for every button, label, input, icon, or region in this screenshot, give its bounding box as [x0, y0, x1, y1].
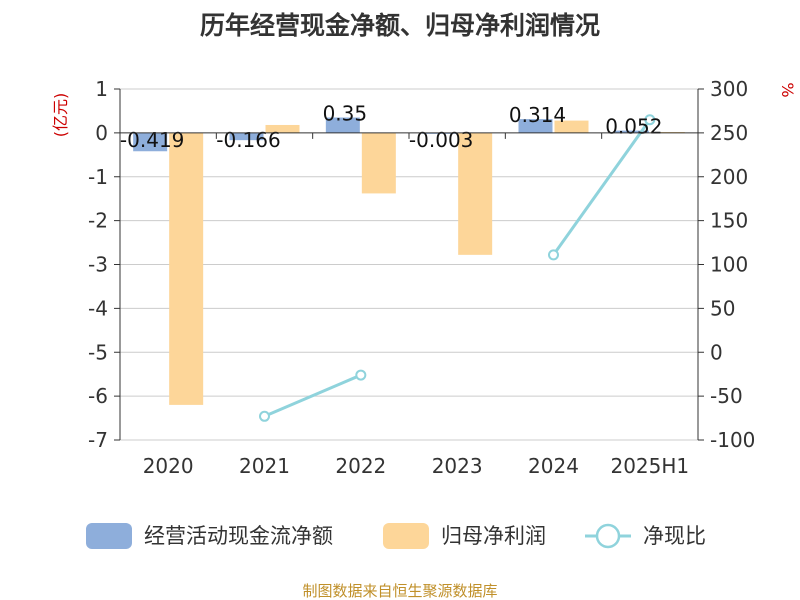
ratio-segment [552, 118, 652, 256]
bar-data-label: 0.314 [509, 103, 566, 127]
right-tick-label: -100 [710, 428, 755, 452]
bar-data-label: -0.419 [120, 128, 184, 152]
bar-data-label: 0.35 [323, 102, 368, 126]
legend-label-net-profit: 归母净利润 [441, 524, 546, 548]
right-tick-label: 300 [710, 77, 748, 101]
bar-net-profit [458, 132, 493, 255]
bar-data-label: 0.052 [605, 115, 662, 139]
ratio-line [259, 114, 656, 422]
bar-cash-flow [614, 130, 649, 133]
left-axis-ticks: 1 0 -1 -2 -3 -4 -5 -6 -7 [88, 77, 120, 452]
bar-data-label: -0.166 [216, 128, 280, 152]
left-tick-label: -1 [88, 165, 108, 189]
right-tick-label: -50 [710, 384, 743, 408]
right-tick-label: 150 [710, 209, 748, 233]
bar-net-profit [265, 124, 300, 133]
legend-label-cash-flow: 经营活动现金流净额 [144, 524, 333, 548]
bar-cash-flow [325, 117, 360, 133]
bar-labels: -0.419 -0.166 0.35 -0.003 0.314 0.052 [120, 102, 663, 152]
right-tick-label: 200 [710, 165, 748, 189]
left-tick-label: -4 [88, 296, 108, 320]
bar-net-profit [554, 120, 589, 133]
right-tick-label: 50 [710, 296, 735, 320]
left-axis-unit: (亿元) [51, 93, 70, 138]
legend-label-ratio: 净现比 [643, 524, 706, 548]
bar-cash-flow [133, 132, 168, 152]
bar-data-label: -0.003 [409, 128, 473, 152]
bars [133, 117, 685, 405]
ratio-segment [263, 373, 362, 418]
right-tick-label: 250 [710, 121, 748, 145]
x-tick-label: 2024 [528, 454, 579, 478]
bar-cash-flow [229, 132, 264, 141]
legend-swatch-net-profit [383, 523, 429, 549]
bar-cash-flow [518, 119, 553, 133]
x-tick-label: 2023 [432, 454, 483, 478]
axes [119, 89, 699, 440]
left-tick-label: -7 [88, 428, 108, 452]
right-axis-ticks: 300 250 200 150 100 50 0 -50 -100 [698, 77, 755, 452]
ratio-point [355, 369, 367, 381]
ratio-point [259, 410, 270, 422]
ratio-point [644, 114, 656, 126]
ratio-point [548, 249, 559, 261]
left-tick-label: 1 [95, 77, 108, 101]
right-tick-label: 100 [710, 253, 748, 277]
grid [120, 88, 698, 441]
legend-marker-ratio [595, 523, 621, 549]
bar-net-profit [361, 132, 396, 194]
x-tick-label: 2022 [335, 454, 386, 478]
left-tick-label: 0 [95, 121, 108, 145]
legend-swatch-cash-flow [86, 523, 132, 549]
left-tick-label: -5 [88, 340, 108, 364]
left-tick-label: -2 [88, 209, 108, 233]
source-note: 制图数据来自恒生聚源数据库 [302, 582, 497, 600]
bar-net-profit [169, 132, 204, 405]
right-tick-label: 0 [710, 340, 723, 364]
legend: 经营活动现金流净额 归母净利润 净现比 [86, 523, 706, 549]
x-tick-label: 2025H1 [610, 454, 689, 478]
right-axis-unit: % [778, 82, 797, 97]
left-tick-label: -6 [88, 384, 108, 408]
x-tick-label: 2020 [143, 454, 194, 478]
x-tick-label: 2021 [239, 454, 290, 478]
x-axis-ticks: 2020 2021 2022 2023 2024 2025H1 [143, 454, 689, 478]
left-tick-label: -3 [88, 253, 108, 277]
chart-title: 历年经营现金净额、归母净利润情况 [200, 11, 600, 40]
